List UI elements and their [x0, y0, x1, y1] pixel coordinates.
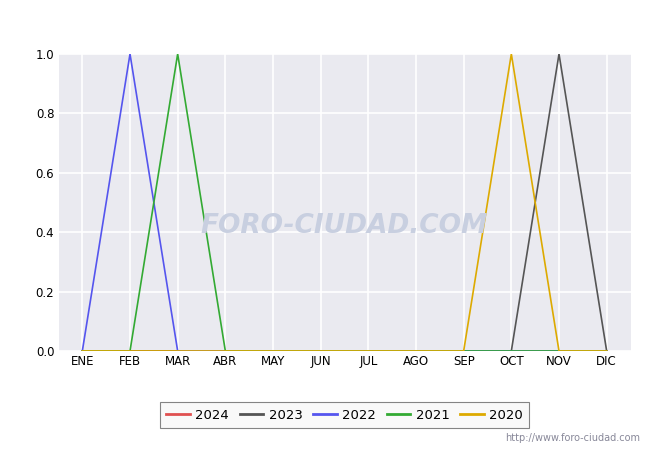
- Text: http://www.foro-ciudad.com: http://www.foro-ciudad.com: [505, 433, 640, 443]
- Legend: 2024, 2023, 2022, 2021, 2020: 2024, 2023, 2022, 2021, 2020: [160, 402, 529, 428]
- Text: Matriculaciones de Vehiculos en Castillejo-Sierra: Matriculaciones de Vehiculos en Castille…: [124, 12, 526, 30]
- Text: FORO-CIUDAD.COM: FORO-CIUDAD.COM: [201, 213, 488, 239]
